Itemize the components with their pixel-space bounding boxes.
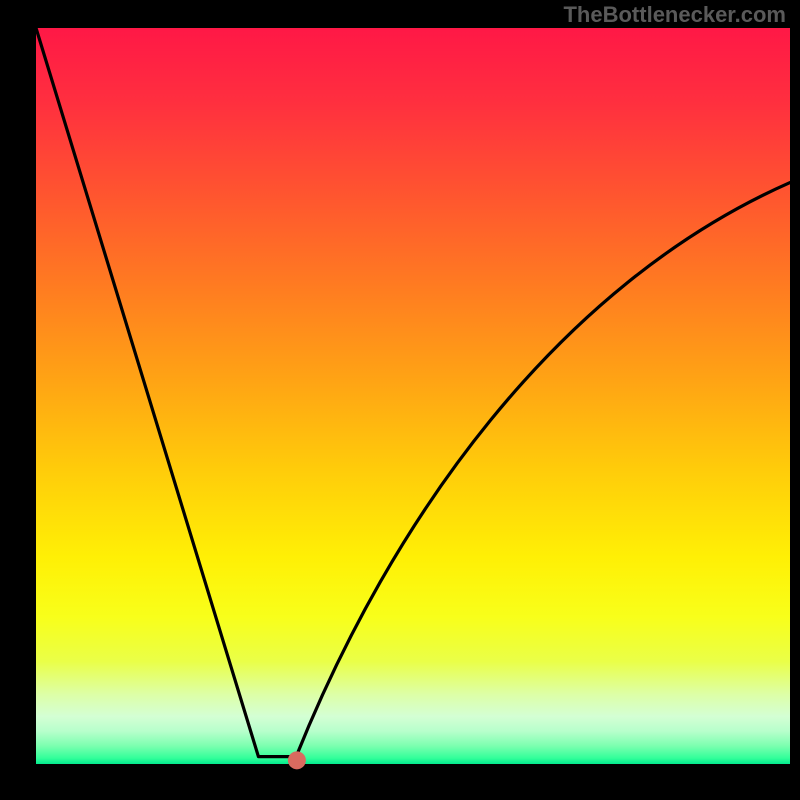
chart-svg — [0, 0, 800, 800]
optimum-marker — [288, 751, 306, 769]
watermark-text: TheBottlenecker.com — [563, 2, 786, 28]
figure-container: TheBottlenecker.com — [0, 0, 800, 800]
